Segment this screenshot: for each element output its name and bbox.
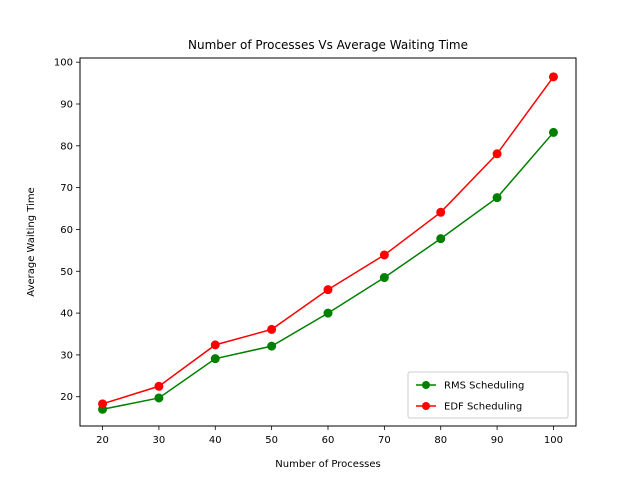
y-tick-label: 100 [54,58,73,69]
series-1 [98,72,558,409]
x-tick-label: 100 [544,435,563,446]
x-axis: 20 30 40 50 60 70 80 90 100 [96,426,563,446]
y-tick-label: 70 [60,183,73,194]
y-tick-label: 50 [60,267,73,278]
chart-title: Number of Processes Vs Average Waiting T… [188,38,468,52]
data-point [323,308,333,318]
data-point [379,250,389,260]
data-point [98,399,108,409]
data-point [436,207,446,217]
y-tick-label: 60 [60,225,73,236]
y-tick-label: 40 [60,309,73,320]
x-tick-label: 30 [153,435,166,446]
data-point [548,127,558,137]
data-point [492,193,502,203]
x-tick-label: 60 [322,435,335,446]
legend-item: RMS Scheduling [416,381,524,392]
data-point [154,381,164,391]
x-tick-label: 70 [378,435,391,446]
data-point [210,354,220,364]
plot-content [98,72,558,414]
x-tick-label: 50 [265,435,278,446]
legend-label: EDF Scheduling [444,402,522,413]
x-tick-label: 20 [96,435,109,446]
legend-label: RMS Scheduling [444,381,524,392]
legend: RMS Scheduling EDF Scheduling [407,371,569,419]
data-point [436,234,446,244]
legend-item: EDF Scheduling [416,402,522,413]
data-point [154,393,164,403]
y-tick-label: 80 [60,141,73,152]
x-tick-label: 40 [209,435,222,446]
data-point [379,273,389,283]
legend-box [407,371,569,419]
legend-marker [422,402,430,410]
y-axis: 20 30 40 50 60 70 80 90 100 [54,58,80,403]
data-point [267,341,277,351]
y-tick-label: 90 [60,100,73,111]
x-tick-label: 90 [491,435,504,446]
data-point [267,324,277,334]
data-point [210,340,220,350]
y-axis-label: Average Waiting Time [26,187,37,296]
data-point [548,72,558,82]
series-0 [98,127,558,414]
x-tick-label: 80 [434,435,447,446]
data-point [492,149,502,159]
y-tick-label: 30 [60,350,73,361]
y-tick-label: 20 [60,392,73,403]
data-point [323,285,333,295]
legend-marker [422,381,430,389]
x-axis-label: Number of Processes [275,459,380,470]
